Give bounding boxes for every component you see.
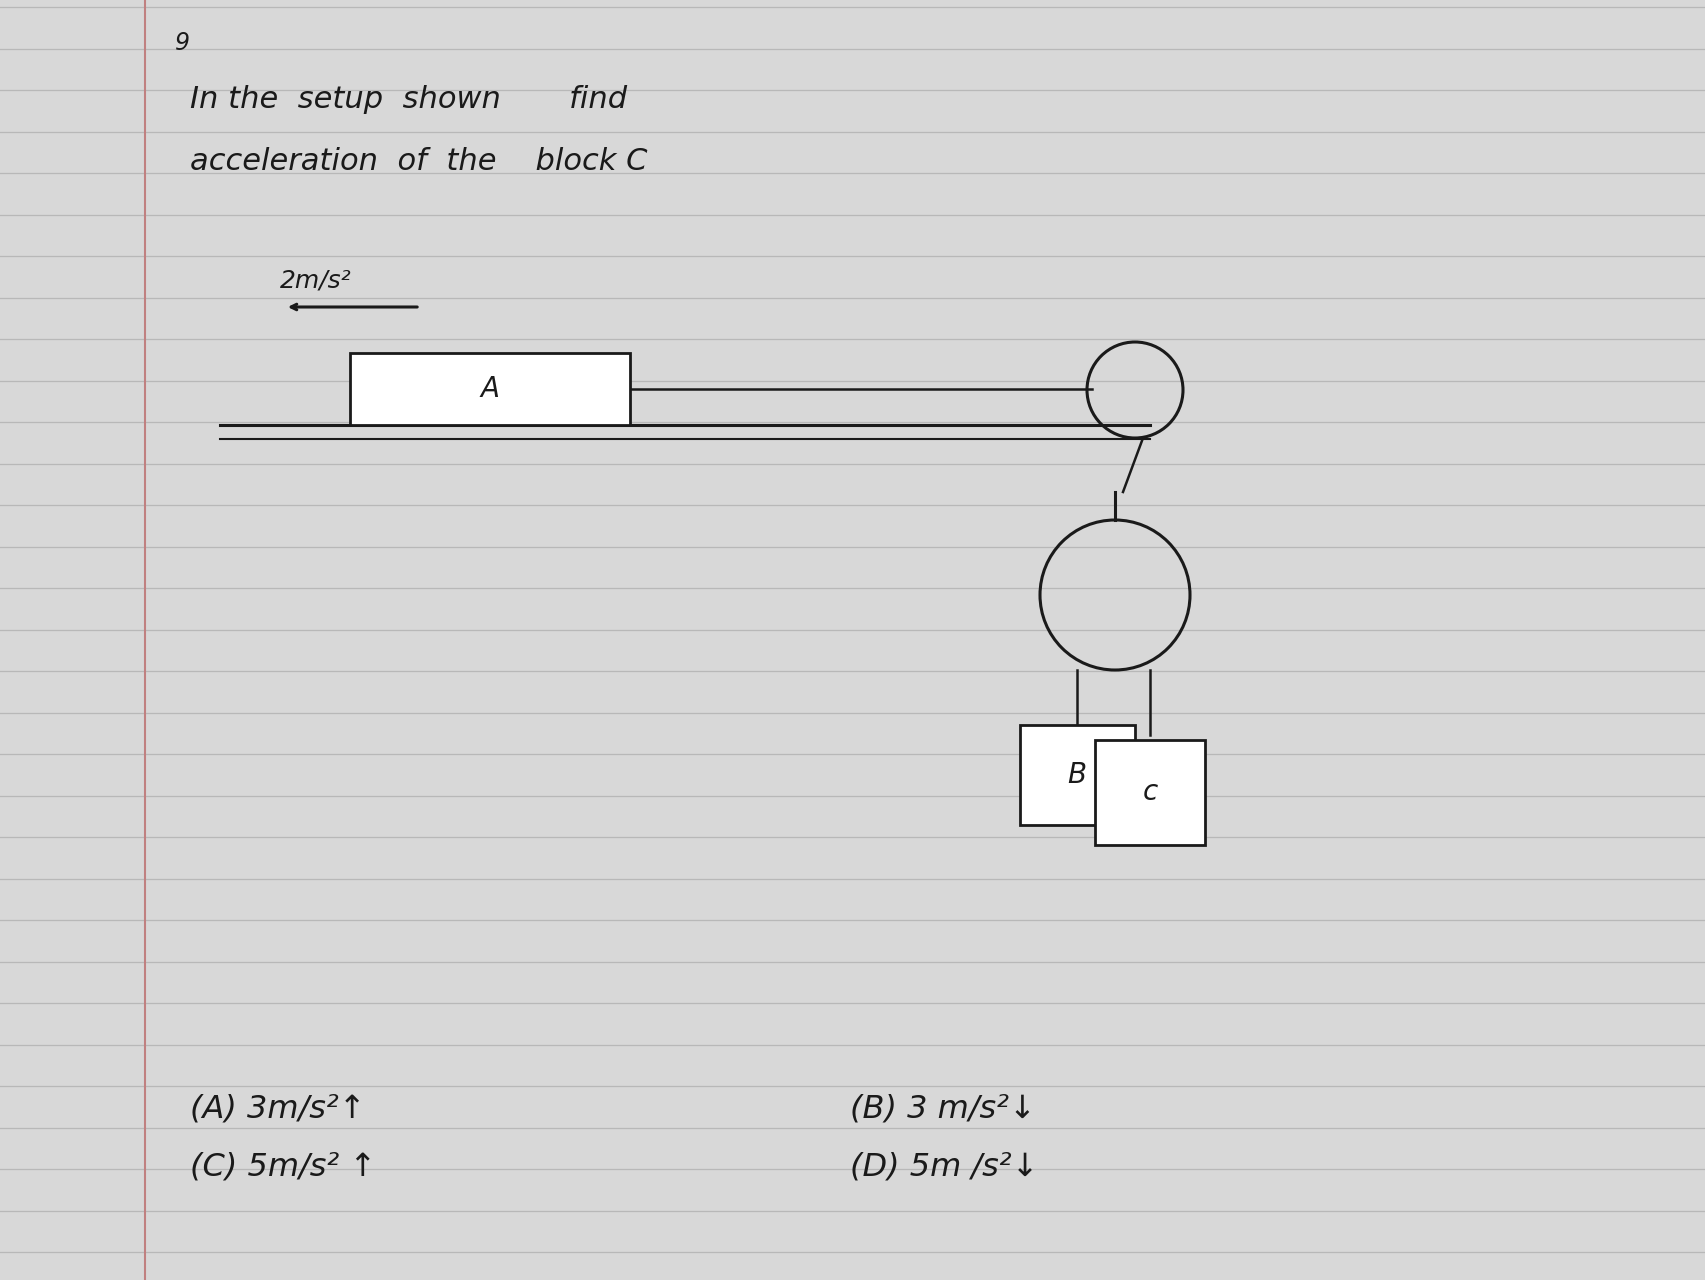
Text: In the  setup  shown       find: In the setup shown find [189, 84, 627, 114]
Text: B: B [1067, 762, 1086, 788]
Text: (D) 5m /s²↓: (D) 5m /s²↓ [851, 1151, 1038, 1181]
Bar [1020, 724, 1134, 826]
Bar [350, 353, 631, 425]
Text: (B) 3 m/s²↓: (B) 3 m/s²↓ [851, 1094, 1037, 1125]
Text: (C) 5m/s² ↑: (C) 5m/s² ↑ [189, 1151, 377, 1181]
Text: 2m/s²: 2m/s² [280, 268, 351, 292]
Text: acceleration  of  the    block C: acceleration of the block C [189, 147, 648, 177]
Text: (A) 3m/s²↑: (A) 3m/s²↑ [189, 1094, 365, 1125]
Text: c: c [1142, 778, 1158, 806]
Text: A: A [481, 375, 500, 403]
Bar [1095, 740, 1205, 845]
Text: 9: 9 [176, 31, 189, 55]
